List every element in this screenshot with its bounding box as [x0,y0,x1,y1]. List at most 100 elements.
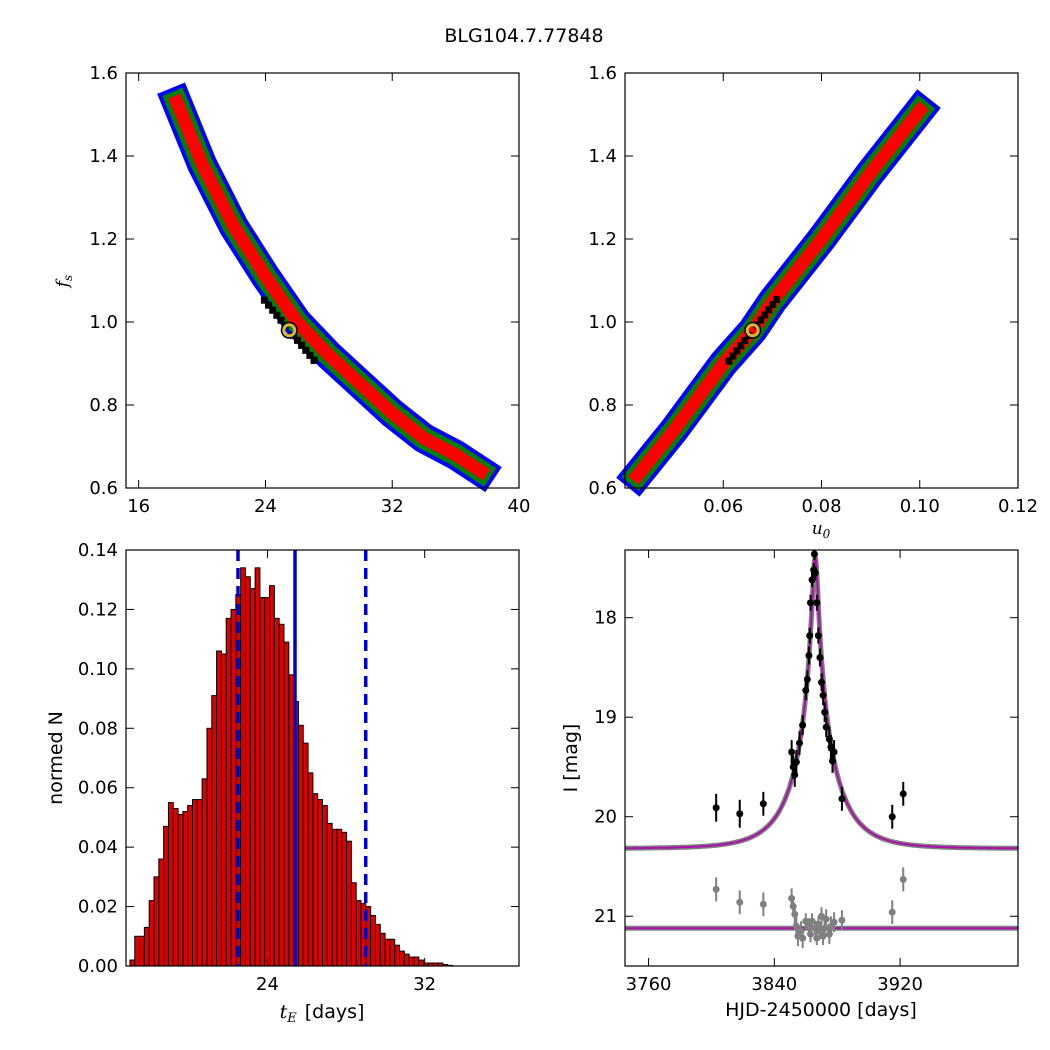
histogram-bar [230,608,237,967]
histogram-bar [139,935,145,967]
histogram-bar [278,623,285,967]
panel-br-xlabel: HJD-2450000 [days] [725,999,917,1021]
histogram-bar [211,695,218,967]
histogram-bar [317,799,324,967]
tl-best-pixel [310,356,318,364]
tr-xtick-label: 0.06 [703,496,743,517]
data-point [802,686,810,694]
tr-best-pixel [725,357,733,365]
panel-tr-xlabel: u0 [812,519,831,541]
panel-bl-xlabel-var: t [280,1001,288,1023]
histogram-bar [312,793,319,967]
histogram-bar [254,567,261,967]
histogram-bar [307,772,314,967]
histogram-bar [322,805,328,967]
tl-xtick-label: 32 [381,496,404,517]
tr-best-pixel [773,295,781,303]
tr-ytick-label: 1.6 [588,63,617,84]
panel-tr-xlabel-sub: 0 [823,527,831,541]
panel-tr-fs-vs-u0: 0.06 0.08 0.10 0.12 0.6 0.8 1.0 1.2 1.4 1.6 u0 [588,63,1038,541]
tr-best-pixel [737,342,745,350]
histogram-bar [384,938,391,967]
histogram-bar [182,810,189,967]
data-point [792,758,800,766]
tr-best-pixel [757,316,765,324]
histogram-bar [201,778,208,967]
tl-sigma1-region [168,93,490,481]
tr-best-pixel [729,352,737,360]
panel-br-frame [624,549,1019,967]
data-point [795,739,803,747]
model-band [625,556,1018,851]
residual-point [791,910,799,918]
residual-point [838,916,846,924]
histogram-bar [220,653,227,967]
histogram-bar [187,805,194,967]
tr-xtick-label: 0.10 [900,496,940,517]
tr-best-fit-ring-outer [744,321,762,339]
histogram-bar [158,858,165,967]
histogram-bar [297,724,304,967]
histogram-bar [331,828,338,967]
data-point [830,748,838,756]
bl-ytick-label: 0.10 [78,659,118,680]
bl-ytick-label: 0.00 [78,956,118,977]
histogram-bar [249,588,256,967]
data-point [712,804,720,812]
histogram-bar [167,802,174,967]
tl-best-fit-marker [282,323,297,338]
residual-point [813,934,821,942]
data-point [806,632,814,640]
tl-ytick-label: 1.6 [89,63,118,84]
bl-ytick-label: 0.04 [78,837,118,858]
data-point [899,790,907,798]
br-ytick-label: 19 [594,707,617,728]
histogram-bar [379,932,386,967]
data-point [822,723,830,731]
residual-point [799,934,807,942]
panel-tr-ticks: 0.06 0.08 0.10 0.12 0.6 0.8 1.0 1.2 1.4 1.6 [588,63,1038,517]
tl-best-pixel [265,301,273,309]
panel-tl-frame [125,72,520,489]
tl-best-fit-ring-outer [280,321,298,339]
bl-ytick-label: 0.02 [78,897,118,918]
histogram-bar [283,641,290,967]
histogram-bar [394,944,401,967]
residual-point [759,900,767,908]
data-point [806,599,814,607]
data-point [813,599,821,607]
histogram-bar [225,617,232,967]
histogram-bar [153,876,160,967]
tl-ytick-label: 1.0 [89,312,118,333]
histogram-bar [143,926,150,967]
tl-sigma3-region [157,82,502,493]
data-point [788,748,796,756]
tl-sigma2-region [162,87,497,487]
figure-title: BLG104.7.77848 [444,25,603,47]
histogram-bar [196,799,203,967]
residual-point [712,885,720,893]
br-xtick-label: 3760 [626,974,672,995]
model-curve [625,556,1018,850]
bl-ytick-label: 0.14 [78,540,118,561]
br-ytick-label: 21 [594,906,617,927]
data-point [799,721,807,729]
histogram-bar [134,935,141,967]
data-point [805,651,813,659]
histogram-bar [336,828,343,967]
tr-ytick-label: 0.6 [588,478,617,499]
histogram-bar [346,840,352,967]
data-point [811,569,819,577]
tl-xtick-label: 16 [127,496,150,517]
tr-sigma1-region [628,101,929,485]
tl-ytick-label: 0.6 [89,478,118,499]
residual-point [736,898,744,906]
br-ytick-label: 20 [594,807,617,828]
histogram-bar [269,585,275,967]
histogram-bar [418,959,425,967]
panel-br-ticks: 3760 3840 3920 18 19 20 21 [594,550,1018,995]
tl-ytick-label: 1.4 [89,146,118,167]
data-point [803,675,811,683]
tr-ytick-label: 1.4 [588,146,617,167]
